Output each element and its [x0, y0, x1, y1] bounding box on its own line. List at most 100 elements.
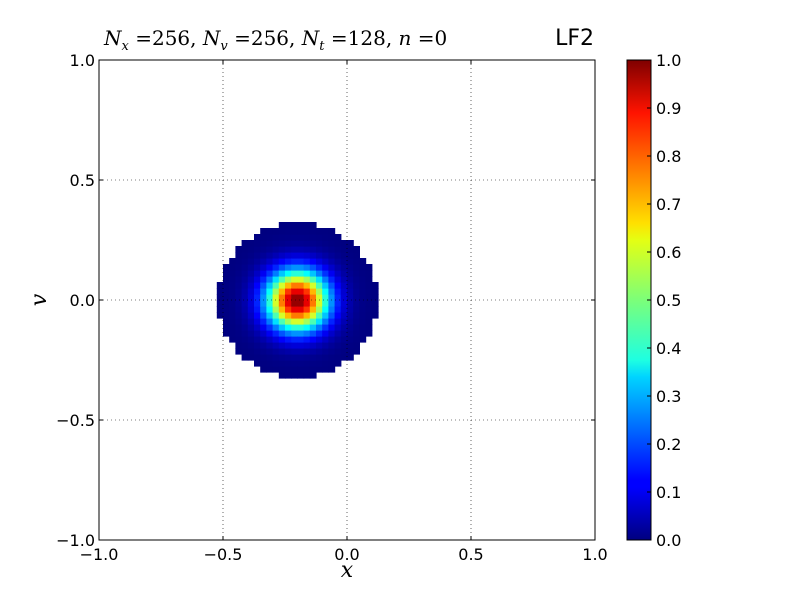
heatmap-cell	[328, 276, 336, 283]
heatmap-cell	[272, 258, 280, 265]
heatmap-cell	[322, 300, 329, 307]
colorbar-tick-label: 1.0	[656, 51, 681, 70]
heatmap-cell	[334, 306, 342, 313]
colorbar-tick-label: 0.0	[656, 531, 681, 550]
heatmap-cell	[223, 306, 230, 313]
heatmap-cell	[303, 258, 311, 265]
heatmap-cell	[254, 282, 261, 289]
colorbar-ticks: 0.0 0.1 0.2 0.3 0.4 0.5 0.6 0.7 0.8 0.9 1.0	[647, 51, 681, 550]
heatmap-cell	[254, 288, 261, 295]
heatmap-cell	[291, 294, 298, 301]
heatmap-cell	[347, 240, 354, 247]
heatmap-cell	[266, 228, 274, 235]
y-tick-label: 0.5	[70, 171, 95, 190]
heatmap-cell	[328, 300, 336, 307]
heatmap-cell	[254, 300, 261, 307]
heatmap-cell	[291, 276, 298, 283]
heatmap-cell	[297, 324, 305, 331]
heatmap-cell	[303, 240, 311, 247]
heatmap-cell	[359, 336, 367, 343]
heatmap-cell	[291, 246, 298, 253]
heatmap-cell	[285, 246, 292, 253]
heatmap-cell	[297, 234, 305, 241]
heatmap-cell	[266, 324, 274, 331]
heatmap-cell	[316, 366, 323, 373]
heatmap-cell	[328, 354, 336, 361]
heatmap-cell	[309, 312, 317, 319]
grid-lines	[99, 60, 595, 540]
heatmap-cell	[223, 318, 230, 325]
heatmap-cell	[254, 324, 261, 331]
heatmap-cell	[322, 354, 329, 361]
heatmap-cell	[371, 300, 379, 307]
heatmap-cell	[334, 258, 342, 265]
heatmap-cell	[241, 258, 249, 265]
heatmap-cell	[235, 294, 243, 301]
heatmap-cell	[297, 306, 305, 313]
heatmap-cell	[285, 276, 292, 283]
y-tick-label: 0.0	[70, 291, 95, 310]
heatmap-cell	[322, 246, 329, 253]
heatmap-cell	[347, 306, 354, 313]
heatmap-cell	[303, 354, 311, 361]
heatmap-cell	[235, 276, 243, 283]
heatmap-cell	[328, 228, 336, 235]
heatmap-cell	[347, 348, 354, 355]
heatmap-cell	[303, 234, 311, 241]
heatmap-cell	[260, 312, 267, 319]
heatmap-cell	[291, 234, 298, 241]
heatmap-cell	[272, 348, 280, 355]
heatmap-cell	[322, 276, 329, 283]
heatmap-cell	[223, 300, 230, 307]
heatmap-cell	[285, 312, 292, 319]
heatmap-cell	[266, 318, 274, 325]
heatmap-cell	[365, 330, 373, 337]
heatmap-cell	[247, 336, 255, 343]
heatmap-cell	[359, 258, 367, 265]
heatmap-cell	[309, 366, 317, 373]
heatmap-cell	[309, 282, 317, 289]
colorbar-tick-label: 0.2	[656, 435, 681, 454]
heatmap-cell	[316, 336, 323, 343]
heatmap-cell	[340, 348, 348, 355]
heatmap-cell	[223, 324, 230, 331]
heatmap-cell	[254, 348, 261, 355]
heatmap-cell	[297, 366, 305, 373]
heatmap-cell	[328, 360, 336, 367]
heatmap-cell	[309, 324, 317, 331]
heatmap-cell	[254, 270, 261, 277]
heatmap-cell	[303, 264, 311, 271]
heatmap-cell	[260, 240, 267, 247]
heatmap-cell	[260, 348, 267, 355]
heatmap-cell	[309, 288, 317, 295]
heatmap-cell	[260, 366, 267, 373]
heatmap-cell	[260, 252, 267, 259]
heatmap-cell	[272, 354, 280, 361]
heatmap-cell	[359, 264, 367, 271]
heatmap-cell	[322, 330, 329, 337]
heatmap-cell	[297, 336, 305, 343]
heatmap-cell	[328, 270, 336, 277]
heatmap-cell	[272, 318, 280, 325]
heatmap-cell	[260, 246, 267, 253]
heatmap-cell	[334, 234, 342, 241]
heatmap-cell	[334, 276, 342, 283]
heatmap-cell	[334, 312, 342, 319]
heatmap-cell	[235, 252, 243, 259]
heatmap-cell	[340, 354, 348, 361]
heatmap-cell	[297, 342, 305, 349]
heatmap-cell	[266, 312, 274, 319]
y-tick-label: 1.0	[70, 51, 95, 70]
heatmap-cell	[309, 276, 317, 283]
heatmap-cell	[347, 270, 354, 277]
heatmap-cell	[371, 312, 379, 319]
heatmap-cell	[223, 294, 230, 301]
heatmap-cell	[297, 228, 305, 235]
heatmap-cell	[340, 240, 348, 247]
heatmap-cell	[272, 324, 280, 331]
heatmap-cell	[334, 354, 342, 361]
heatmap-cell	[254, 240, 261, 247]
heatmap-cell	[334, 282, 342, 289]
heatmap-cell	[241, 240, 249, 247]
heatmap-cell	[278, 324, 286, 331]
